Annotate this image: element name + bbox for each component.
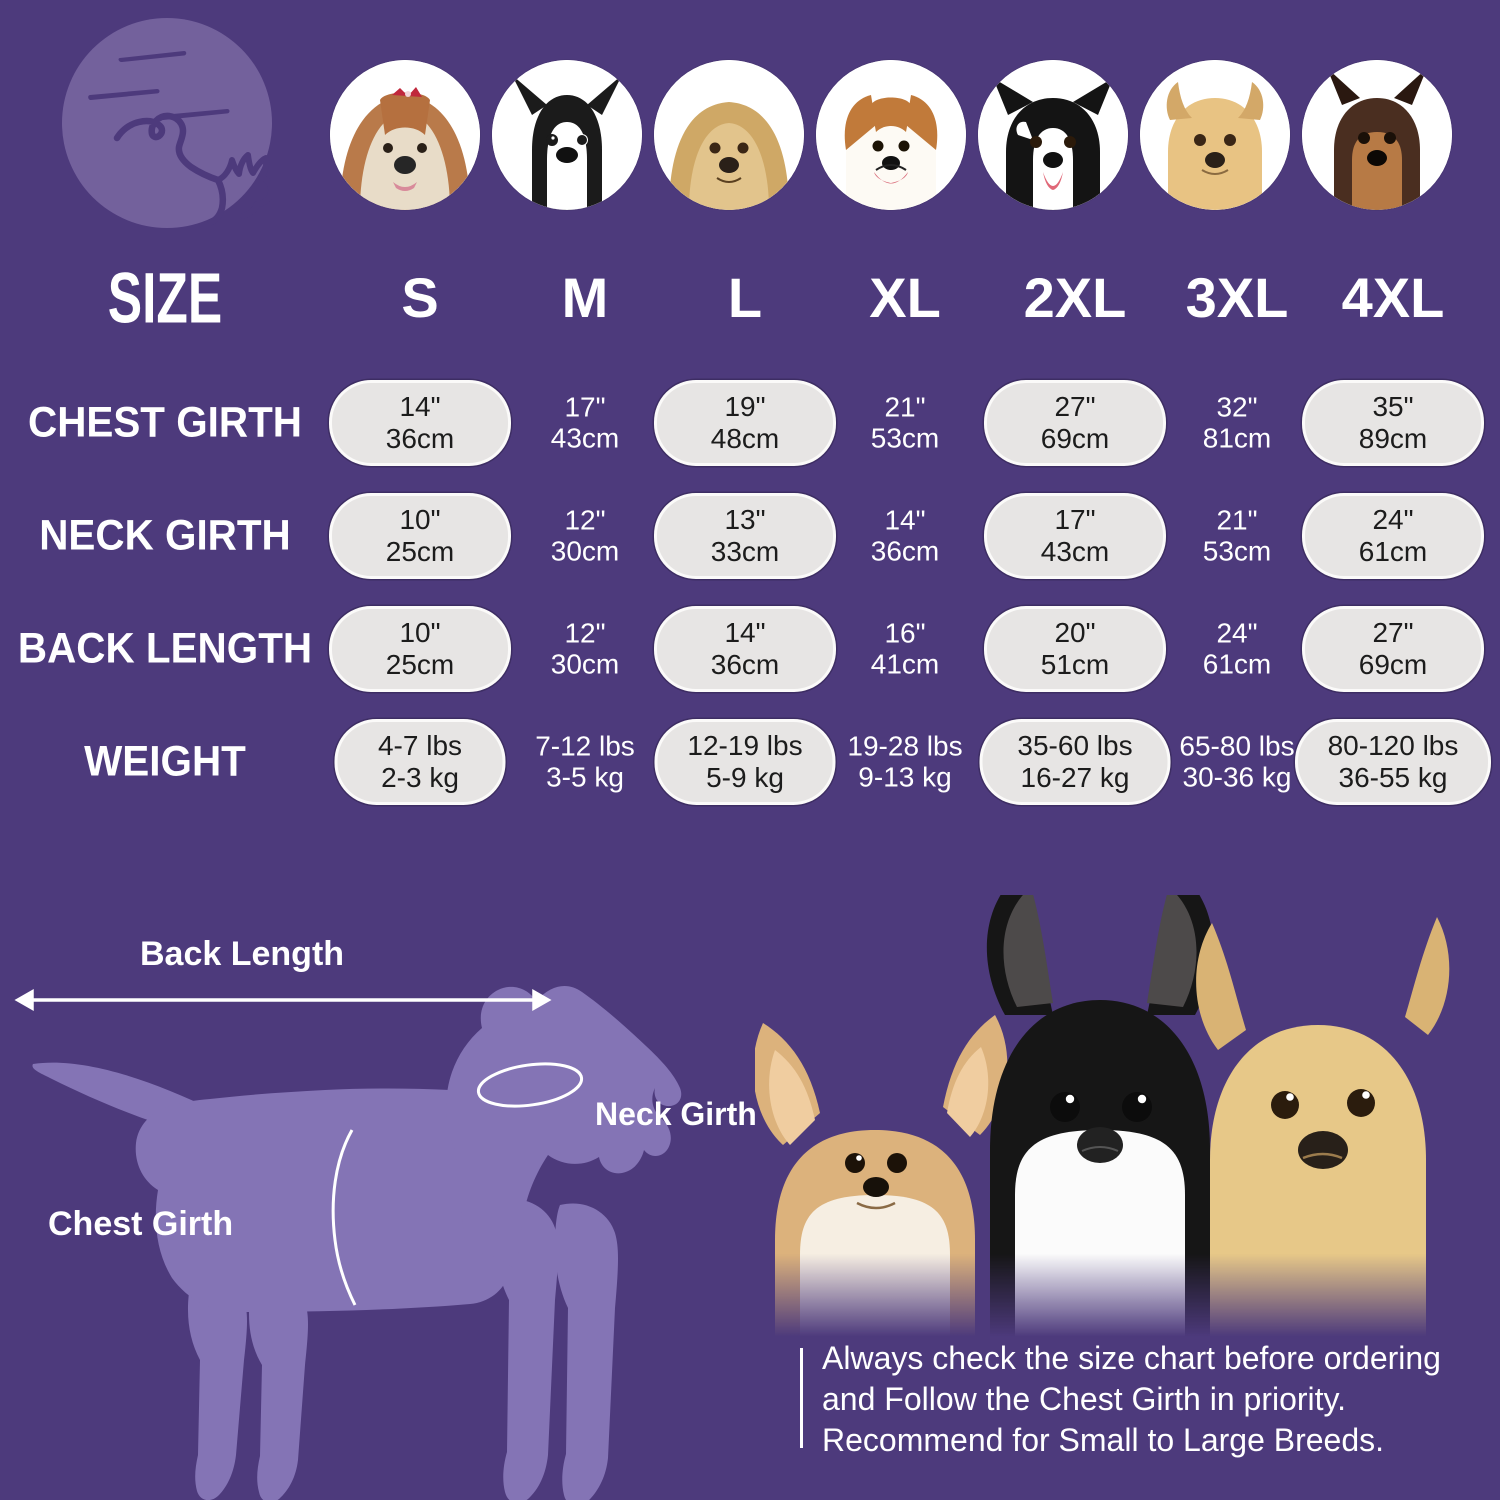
svg-text:Back Length: Back Length: [140, 935, 344, 973]
svg-text:Chest Girth: Chest Girth: [48, 1205, 233, 1243]
svg-text:Neck Girth: Neck Girth: [595, 1096, 757, 1132]
